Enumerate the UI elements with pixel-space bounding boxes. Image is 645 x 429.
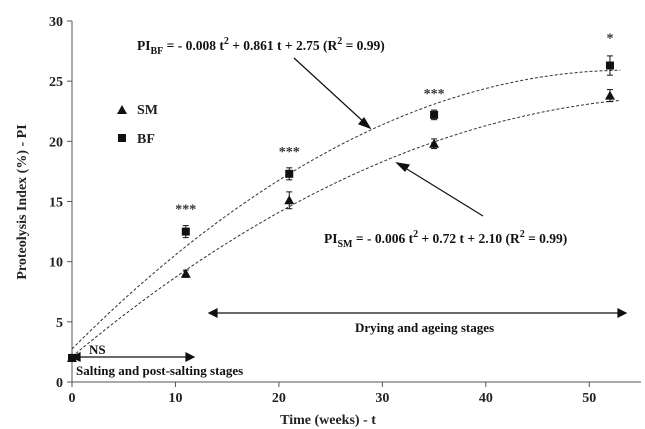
point-bf <box>430 110 439 119</box>
x-tick-label: 0 <box>69 391 76 406</box>
x-axis-title: Time (weeks) - t <box>280 413 376 428</box>
point-sm <box>284 195 295 205</box>
y-tick-label: 10 <box>49 256 63 271</box>
legend: SM BF <box>117 103 158 147</box>
y-tick-label: 30 <box>49 15 63 30</box>
drying-arrowhead-right <box>617 308 628 318</box>
bf-equation: PIBF = - 0.008 t2 + 0.861 t + 2.75 (R2 =… <box>137 36 385 57</box>
sm-arrowhead <box>395 162 411 172</box>
sm-equation-arrow <box>401 165 484 217</box>
ns-label: NS <box>89 342 106 357</box>
x-tick-label: 50 <box>582 391 596 406</box>
bf-arrowhead <box>357 116 372 130</box>
y-tick-label: 5 <box>56 316 63 331</box>
point-sm <box>604 90 615 100</box>
x-tick-label: 30 <box>375 391 389 406</box>
x-tick-label: 10 <box>168 391 182 406</box>
legend-bf-label: BF <box>137 132 155 147</box>
point-bf <box>285 169 294 178</box>
y-tick-label: 25 <box>49 75 63 90</box>
stage-arrows <box>70 308 628 362</box>
sm-equation: PISM = - 0.006 t2 + 0.72 t + 2.10 (R2 = … <box>324 229 567 250</box>
x-tick-label: 40 <box>479 391 493 406</box>
significance-label: *** <box>424 87 445 102</box>
y-tick-label: 20 <box>49 135 63 150</box>
y-axis-title: Proteolysis Index (%) - PI <box>15 124 30 279</box>
significance-labels: ********** <box>175 32 613 218</box>
fit-curve-sm <box>71 99 621 358</box>
point-sm <box>180 268 191 278</box>
legend-sm-label: SM <box>137 103 158 118</box>
y-tick-label: 0 <box>56 376 63 391</box>
significance-label: *** <box>279 145 300 160</box>
ns-arrowhead-left <box>70 352 81 362</box>
drying-arrowhead-left <box>207 308 218 318</box>
y-tick-label: 15 <box>49 196 63 211</box>
legend-sm-marker <box>117 105 127 114</box>
legend-bf-marker <box>118 134 126 142</box>
bf-equation-arrow <box>293 57 367 125</box>
equation-arrows <box>293 57 484 217</box>
point-bf <box>68 353 76 362</box>
significance-label: * <box>606 32 613 47</box>
ticks: 0 5 10 15 20 25 30 0 10 20 30 40 50 <box>49 15 596 406</box>
point-sm <box>429 138 440 148</box>
point-bf <box>605 61 614 70</box>
point-bf <box>181 227 190 236</box>
fit-curves <box>71 69 621 358</box>
data-points <box>67 61 615 362</box>
ns-arrowhead-right <box>185 352 196 362</box>
salting-stage-label: Salting and post-salting stages <box>76 363 243 378</box>
significance-label: *** <box>175 203 196 218</box>
drying-stage-label: Drying and ageing stages <box>355 320 494 335</box>
x-tick-label: 20 <box>272 391 286 406</box>
